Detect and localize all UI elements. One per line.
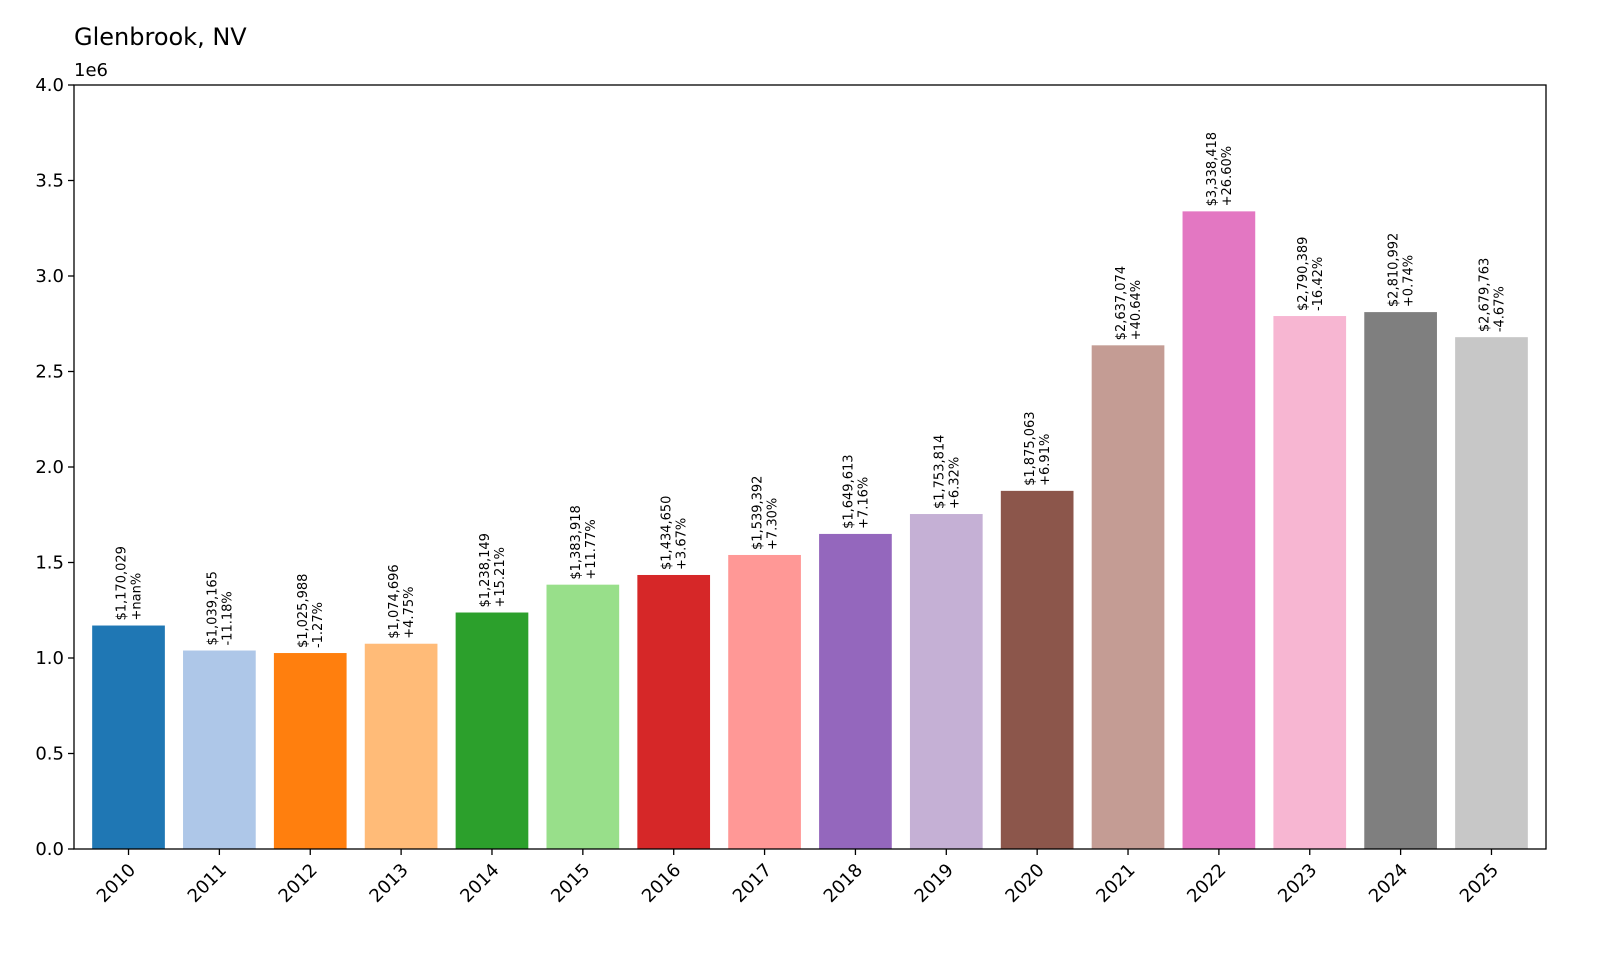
bar-2013 xyxy=(364,643,438,849)
x-tick-label: 2013 xyxy=(365,860,412,907)
x-tick-label: 2012 xyxy=(275,860,322,907)
bar-2021 xyxy=(1091,345,1165,849)
bar-change-label: +6.32% xyxy=(947,457,962,509)
bar-value-label: $1,039,165 xyxy=(205,571,220,645)
chart-title: Glenbrook, NV xyxy=(74,23,247,51)
bar-2017 xyxy=(728,554,801,849)
x-tick-label: 2018 xyxy=(820,860,867,907)
bar-2014 xyxy=(455,612,529,849)
x-tick-label: 2014 xyxy=(456,860,503,907)
x-tick-label: 2025 xyxy=(1456,860,1503,907)
y-tick-label: 2.5 xyxy=(35,362,64,383)
bar-label-2017: $1,539,392 +7.30% xyxy=(751,476,781,550)
bar-value-label: $1,434,650 xyxy=(660,496,675,570)
bar-2023 xyxy=(1273,316,1347,849)
bar-value-label: $2,790,389 xyxy=(1296,237,1311,311)
bar-change-label: +4.75% xyxy=(402,587,417,639)
bar-value-label: $1,238,149 xyxy=(478,533,493,607)
y-tick-label: 4.0 xyxy=(35,75,64,96)
bars xyxy=(92,211,1528,849)
bar-change-label: +6.91% xyxy=(1038,434,1053,486)
bar-value-label: $1,383,918 xyxy=(569,505,584,579)
bar-label-2016: $1,434,650 +3.67% xyxy=(660,496,690,570)
bar-2019 xyxy=(909,514,983,849)
y-tick-label: 1.0 xyxy=(35,648,64,669)
bar-label-2012: $1,025,988 -1.27% xyxy=(296,574,326,648)
y-tick-label: 2.0 xyxy=(35,457,64,478)
y-tick-label: 0.5 xyxy=(35,744,64,765)
x-tick-label: 2019 xyxy=(911,860,958,907)
bar-label-2013: $1,074,696 +4.75% xyxy=(387,564,417,638)
x-axis: 2010 2011 2012 2013 2014 2015 2016 2017 2018 2019… xyxy=(93,849,1503,907)
bar-change-label: +nan% xyxy=(130,573,145,621)
bar-2011 xyxy=(183,650,256,849)
y-tick-label: 1.5 xyxy=(35,553,64,574)
bar-value-label: $1,170,029 xyxy=(115,546,130,620)
bar-2024 xyxy=(1364,312,1437,849)
bar-change-label: -1.27% xyxy=(311,602,326,648)
bar-label-2010: $1,170,029 +nan% xyxy=(115,546,145,620)
bar-value-label: $2,679,763 xyxy=(1477,258,1492,332)
bar-value-label: $1,753,814 xyxy=(932,435,947,509)
plot-frame xyxy=(73,84,1547,850)
bar-2025 xyxy=(1455,337,1528,849)
bar-label-2022: $3,338,418 +26.60% xyxy=(1205,132,1235,206)
bar-2010 xyxy=(92,625,165,849)
y-axis-offset-label: 1e6 xyxy=(74,60,108,81)
bar-label-2025: $2,679,763 -4.67% xyxy=(1477,258,1507,332)
x-tick-label: 2011 xyxy=(184,860,231,907)
bar-change-label: +26.60% xyxy=(1220,146,1235,206)
bar-change-label: +15.21% xyxy=(493,547,508,607)
bar-2022 xyxy=(1182,211,1256,849)
bar-2016 xyxy=(637,574,711,849)
bar-value-label: $1,025,988 xyxy=(296,574,311,648)
bar-labels: $1,170,029 +nan% $1,039,165 -11.18% $1,025,9… xyxy=(115,132,1508,648)
bar-change-label: -11.18% xyxy=(220,591,235,645)
bar-change-label: +7.16% xyxy=(856,477,871,529)
bar-change-label: +3.67% xyxy=(675,518,690,570)
bar-label-2023: $2,790,389 -16.42% xyxy=(1296,237,1326,311)
x-tick-label: 2020 xyxy=(1001,860,1048,907)
bar-2012 xyxy=(273,653,347,849)
bar-label-2018: $1,649,613 +7.16% xyxy=(841,454,871,528)
bar-change-label: -16.42% xyxy=(1311,257,1326,311)
bar-label-2011: $1,039,165 -11.18% xyxy=(205,571,235,645)
bar-2015 xyxy=(546,584,620,849)
y-axis: 0.0 0.5 1.0 1.5 2.0 2.5 3.0 3.5 4.0 xyxy=(35,75,74,860)
bar-value-label: $1,539,392 xyxy=(751,476,766,550)
bar-change-label: +11.77% xyxy=(584,519,599,579)
bar-value-label: $1,875,063 xyxy=(1023,411,1038,485)
bar-value-label: $2,637,074 xyxy=(1114,266,1129,340)
bar-2020 xyxy=(1000,490,1074,849)
bar-2018 xyxy=(819,533,892,849)
x-tick-label: 2017 xyxy=(729,860,776,907)
bar-value-label: $3,338,418 xyxy=(1205,132,1220,206)
bar-value-label: $1,649,613 xyxy=(841,454,856,528)
x-tick-label: 2015 xyxy=(547,860,594,907)
bar-label-2014: $1,238,149 +15.21% xyxy=(478,533,508,607)
bar-change-label: +0.74% xyxy=(1402,255,1417,307)
bar-label-2015: $1,383,918 +11.77% xyxy=(569,505,599,579)
bar-change-label: -4.67% xyxy=(1492,286,1507,332)
bar-label-2021: $2,637,074 +40.64% xyxy=(1114,266,1144,340)
bar-change-label: +7.30% xyxy=(766,498,781,550)
bar-value-label: $2,810,992 xyxy=(1387,233,1402,307)
x-tick-label: 2021 xyxy=(1092,860,1139,907)
bar-label-2024: $2,810,992 +0.74% xyxy=(1387,233,1417,307)
bar-change-label: +40.64% xyxy=(1129,280,1144,340)
y-tick-label: 0.0 xyxy=(35,839,64,860)
y-tick-label: 3.0 xyxy=(35,266,64,287)
x-tick-label: 2023 xyxy=(1274,860,1321,907)
bar-label-2019: $1,753,814 +6.32% xyxy=(932,435,962,509)
y-tick-label: 3.5 xyxy=(35,171,64,192)
x-tick-label: 2024 xyxy=(1365,860,1412,907)
x-tick-label: 2016 xyxy=(638,860,685,907)
x-tick-label: 2022 xyxy=(1183,860,1230,907)
bar-label-2020: $1,875,063 +6.91% xyxy=(1023,411,1053,485)
bar-value-label: $1,074,696 xyxy=(387,564,402,638)
x-tick-label: 2010 xyxy=(93,860,140,907)
